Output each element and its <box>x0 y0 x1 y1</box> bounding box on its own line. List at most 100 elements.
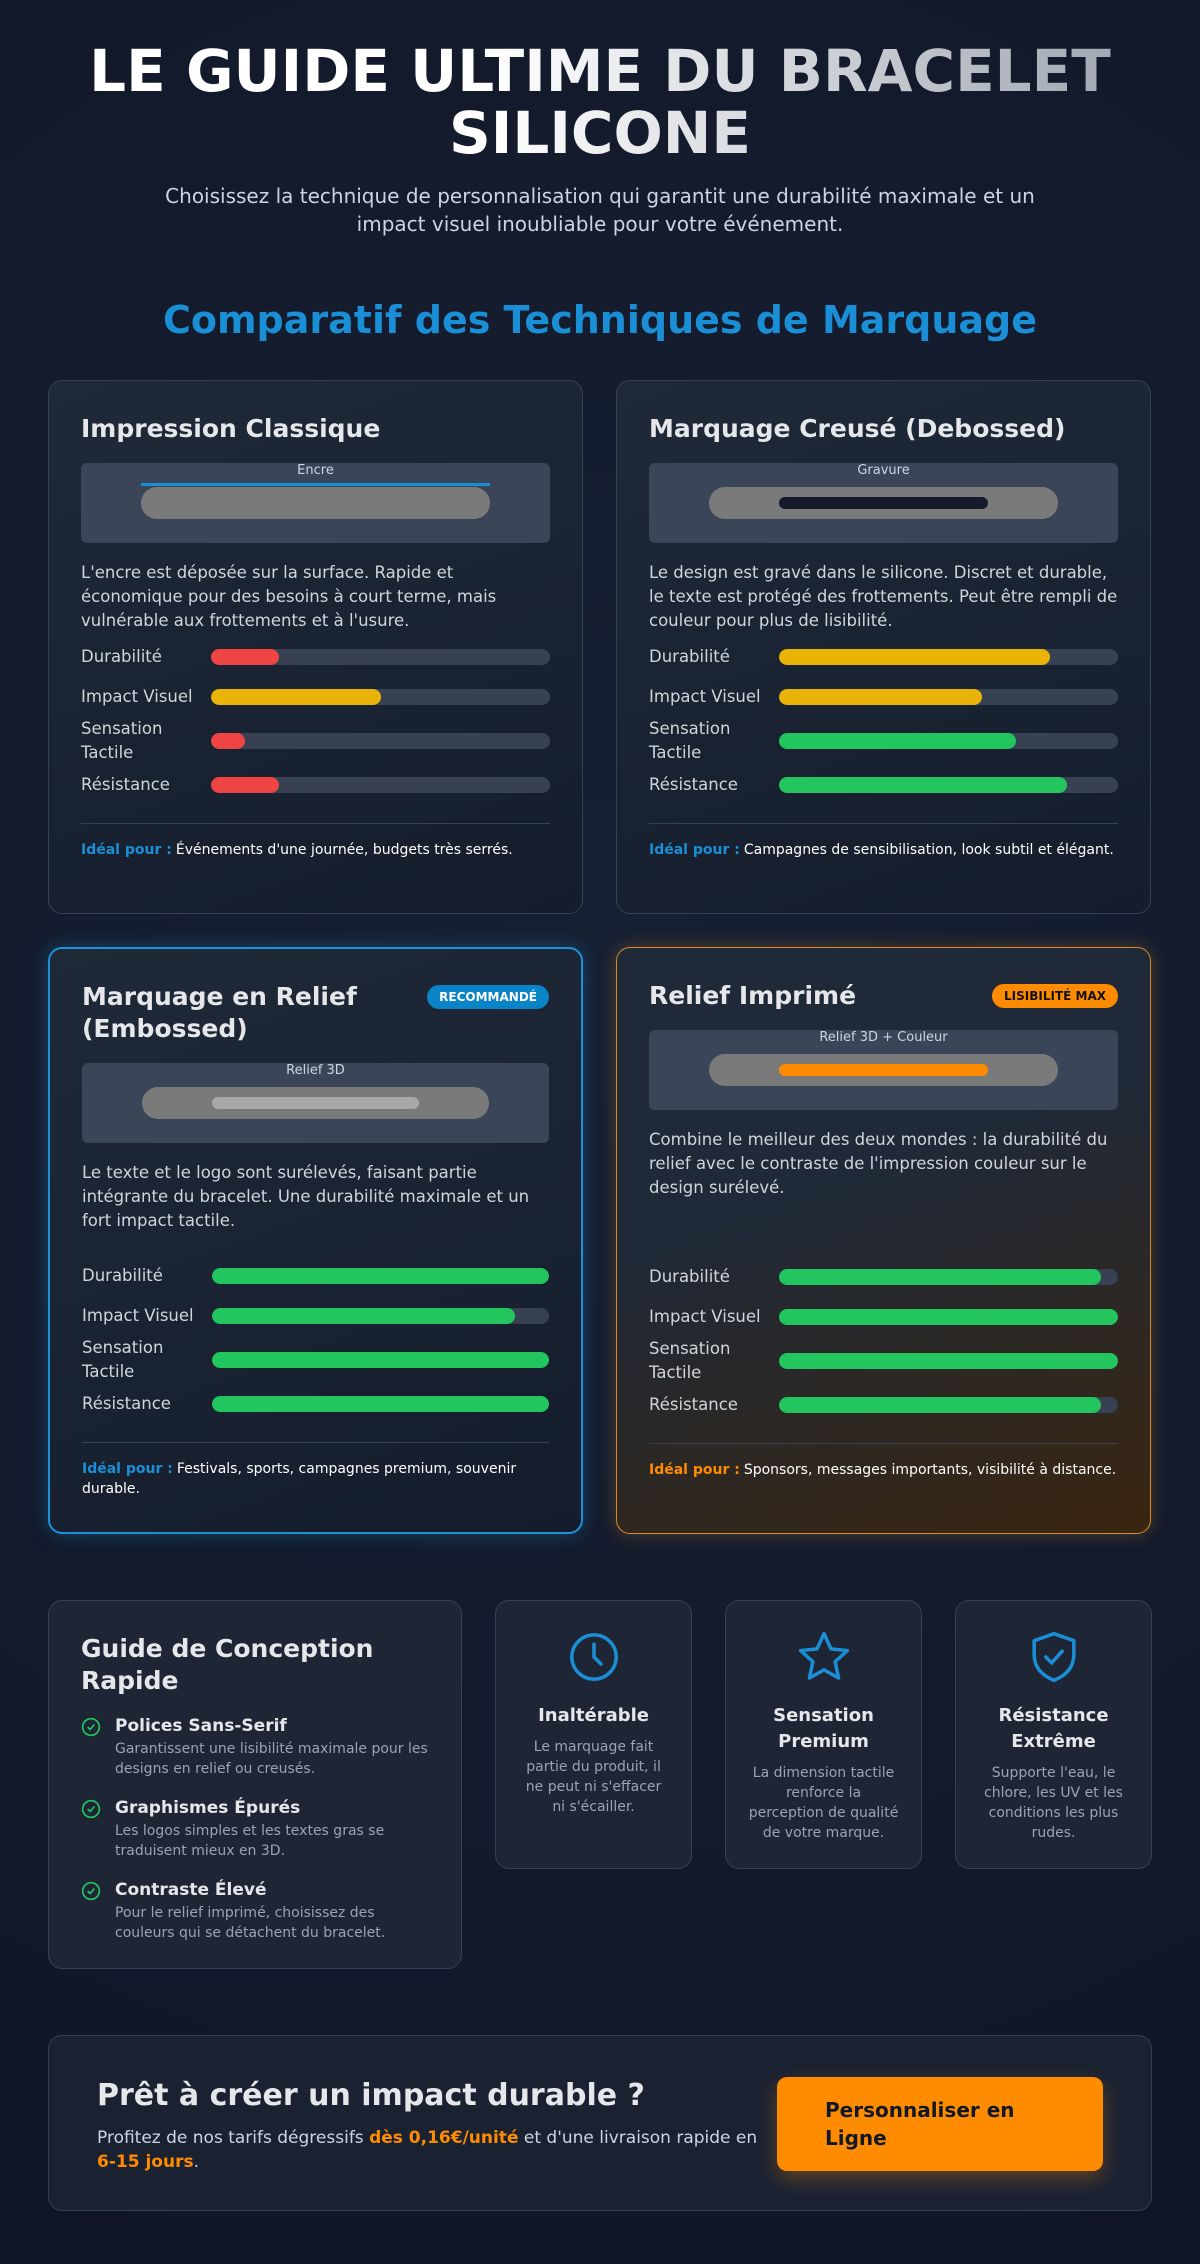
rating-track <box>779 689 1118 705</box>
rating-track <box>779 1353 1118 1369</box>
rating-bar <box>779 733 1017 749</box>
rating-label: Impact Visuel <box>649 1307 761 1326</box>
rating-row: Sensation Tactile <box>82 1336 549 1384</box>
cta-description: Profitez de nos tarifs dégressifs dès 0,… <box>97 2126 777 2174</box>
rating-track <box>211 733 550 749</box>
rating-label: Sensation Tactile <box>649 1339 731 1382</box>
card-header: Marquage Creusé (Debossed) <box>649 413 1118 445</box>
card-title: Impression Classique <box>81 414 381 443</box>
rating-track <box>779 1269 1118 1285</box>
card-grid: Impression Classique Encre L'encre est dép… <box>48 380 1152 1534</box>
rating-label: Sensation Tactile <box>649 719 731 762</box>
guide-item-title: Contraste Élevé <box>115 1880 267 1900</box>
card-header: Marquage en Relief (Embossed) RECOMMANDÉ <box>82 981 549 1045</box>
rating-track <box>211 777 550 793</box>
rating-label: Sensation Tactile <box>82 1338 164 1381</box>
rating-track <box>779 777 1118 793</box>
rating-bar <box>211 649 279 665</box>
rating-bar <box>211 689 381 705</box>
guide-item: Contraste Élevé Pour le relief imprimé, c… <box>81 1879 429 1943</box>
ideal-label: Idéal pour : <box>649 842 740 858</box>
guide-item: Graphismes Épurés Les logos simples et le… <box>81 1797 429 1861</box>
marking <box>779 1064 988 1076</box>
ratings: Durabilité Impact Visuel Sensation Tactile… <box>82 1256 549 1424</box>
rating-bar <box>779 649 1051 665</box>
cta-text-part: et d'une livraison rapide en <box>518 2128 758 2148</box>
highlight: dès 0,16€/unité <box>369 2128 519 2148</box>
feature-card: Résistance Extrême Supporte l'eau, le chl… <box>955 1600 1152 1869</box>
rating-track <box>211 649 550 665</box>
rating-label: Durabilité <box>81 647 162 666</box>
feature-title: Inaltérable <box>538 1705 649 1726</box>
guide-item: Polices Sans-Serif Garantissent une lisib… <box>81 1715 429 1779</box>
guide-item-text: Polices Sans-Serif Garantissent une lisib… <box>115 1715 429 1779</box>
rating-track <box>779 733 1118 749</box>
ideal-text: Campagnes de sensibilisation, look subti… <box>743 842 1114 858</box>
ideal-text: Festivals, sports, campagnes premium, so… <box>82 1461 517 1497</box>
ideal-for: Idéal pour : Festivals, sports, campagnes… <box>82 1442 549 1500</box>
ink-line <box>141 483 490 486</box>
card-title: Marquage Creusé (Debossed) <box>649 414 1066 443</box>
rating-label: Résistance <box>649 775 738 794</box>
technique-card: Impression Classique Encre L'encre est dép… <box>48 380 583 914</box>
rating-row: Résistance <box>649 1385 1118 1425</box>
bracelet <box>709 487 1058 519</box>
rating-track <box>211 689 550 705</box>
check-icon <box>81 1881 101 1901</box>
rating-label: Impact Visuel <box>82 1306 194 1325</box>
rating-bar <box>212 1308 516 1324</box>
cta-text-part: . <box>193 2152 199 2172</box>
check-icon <box>81 1717 101 1737</box>
rating-label: Résistance <box>649 1395 738 1414</box>
feature-text: Supporte l'eau, le chlore, les UV et les… <box>984 1765 1123 1841</box>
ideal-label: Idéal pour : <box>649 1462 740 1478</box>
page-title: LE GUIDE ULTIME DU BRACELET SILICONE <box>48 40 1152 164</box>
feature-title: Sensation Premium <box>773 1705 874 1752</box>
preview: Relief 3D + Couleur <box>649 1030 1118 1110</box>
rating-bar <box>779 777 1068 793</box>
card-description: Le design est gravé dans le silicone. Di… <box>649 563 1118 630</box>
preview: Relief 3D <box>82 1063 549 1143</box>
cta-button[interactable]: Personnaliser en Ligne <box>777 2077 1103 2171</box>
card-header: Relief Imprimé LISIBILITÉ MAX <box>649 980 1118 1012</box>
guide-item-desc: Pour le relief imprimé, choisissez des c… <box>115 1905 386 1941</box>
ratings: Durabilité Impact Visuel Sensation Tactile… <box>81 637 550 805</box>
rating-bar <box>779 1269 1102 1285</box>
rating-label: Impact Visuel <box>81 687 193 706</box>
rating-bar <box>212 1396 549 1412</box>
preview: Encre <box>81 463 550 543</box>
highlight: 6-15 jours <box>97 2152 194 2172</box>
badge: RECOMMANDÉ <box>427 985 549 1009</box>
ideal-for: Idéal pour : Événements d'une journée, bu… <box>81 823 550 881</box>
feature-icon <box>1031 1631 1076 1683</box>
guide-item-text: Graphismes Épurés Les logos simples et le… <box>115 1797 429 1861</box>
preview-label: Encre <box>297 463 334 478</box>
ideal-label: Idéal pour : <box>82 1461 173 1477</box>
card-description: L'encre est déposée sur la surface. Rapi… <box>81 563 497 630</box>
cta-banner: Prêt à créer un impact durable ? Profite… <box>48 2035 1152 2211</box>
card-header: Impression Classique <box>81 413 550 445</box>
rating-label: Impact Visuel <box>649 687 761 706</box>
rating-track <box>779 649 1118 665</box>
technique-card: Marquage en Relief (Embossed) RECOMMANDÉ R… <box>48 947 583 1534</box>
ideal-label: Idéal pour : <box>81 842 172 858</box>
rating-row: Sensation Tactile <box>649 717 1118 765</box>
guide-item-desc: Garantissent une lisibilité maximale pou… <box>115 1741 428 1777</box>
card-description: Combine le meilleur des deux mondes : la… <box>649 1130 1108 1197</box>
ratings: Durabilité Impact Visuel Sensation Tactile… <box>649 1257 1118 1425</box>
rating-row: Sensation Tactile <box>81 717 550 765</box>
bracelet <box>141 487 490 519</box>
ideal-for: Idéal pour : Campagnes de sensibilisation… <box>649 823 1118 881</box>
guide-item-title: Graphismes Épurés <box>115 1798 301 1818</box>
rating-label: Durabilité <box>649 1267 730 1286</box>
feature-title: Résistance Extrême <box>998 1705 1109 1752</box>
rating-label: Sensation Tactile <box>81 719 163 762</box>
rating-label: Durabilité <box>649 647 730 666</box>
bottom-section: Guide de Conception Rapide Polices Sans-… <box>48 1600 1152 1969</box>
rating-row: Impact Visuel <box>649 677 1118 717</box>
cta-text: Prêt à créer un impact durable ? Profite… <box>97 2076 777 2174</box>
rating-bar <box>211 733 245 749</box>
rating-row: Résistance <box>649 765 1118 805</box>
